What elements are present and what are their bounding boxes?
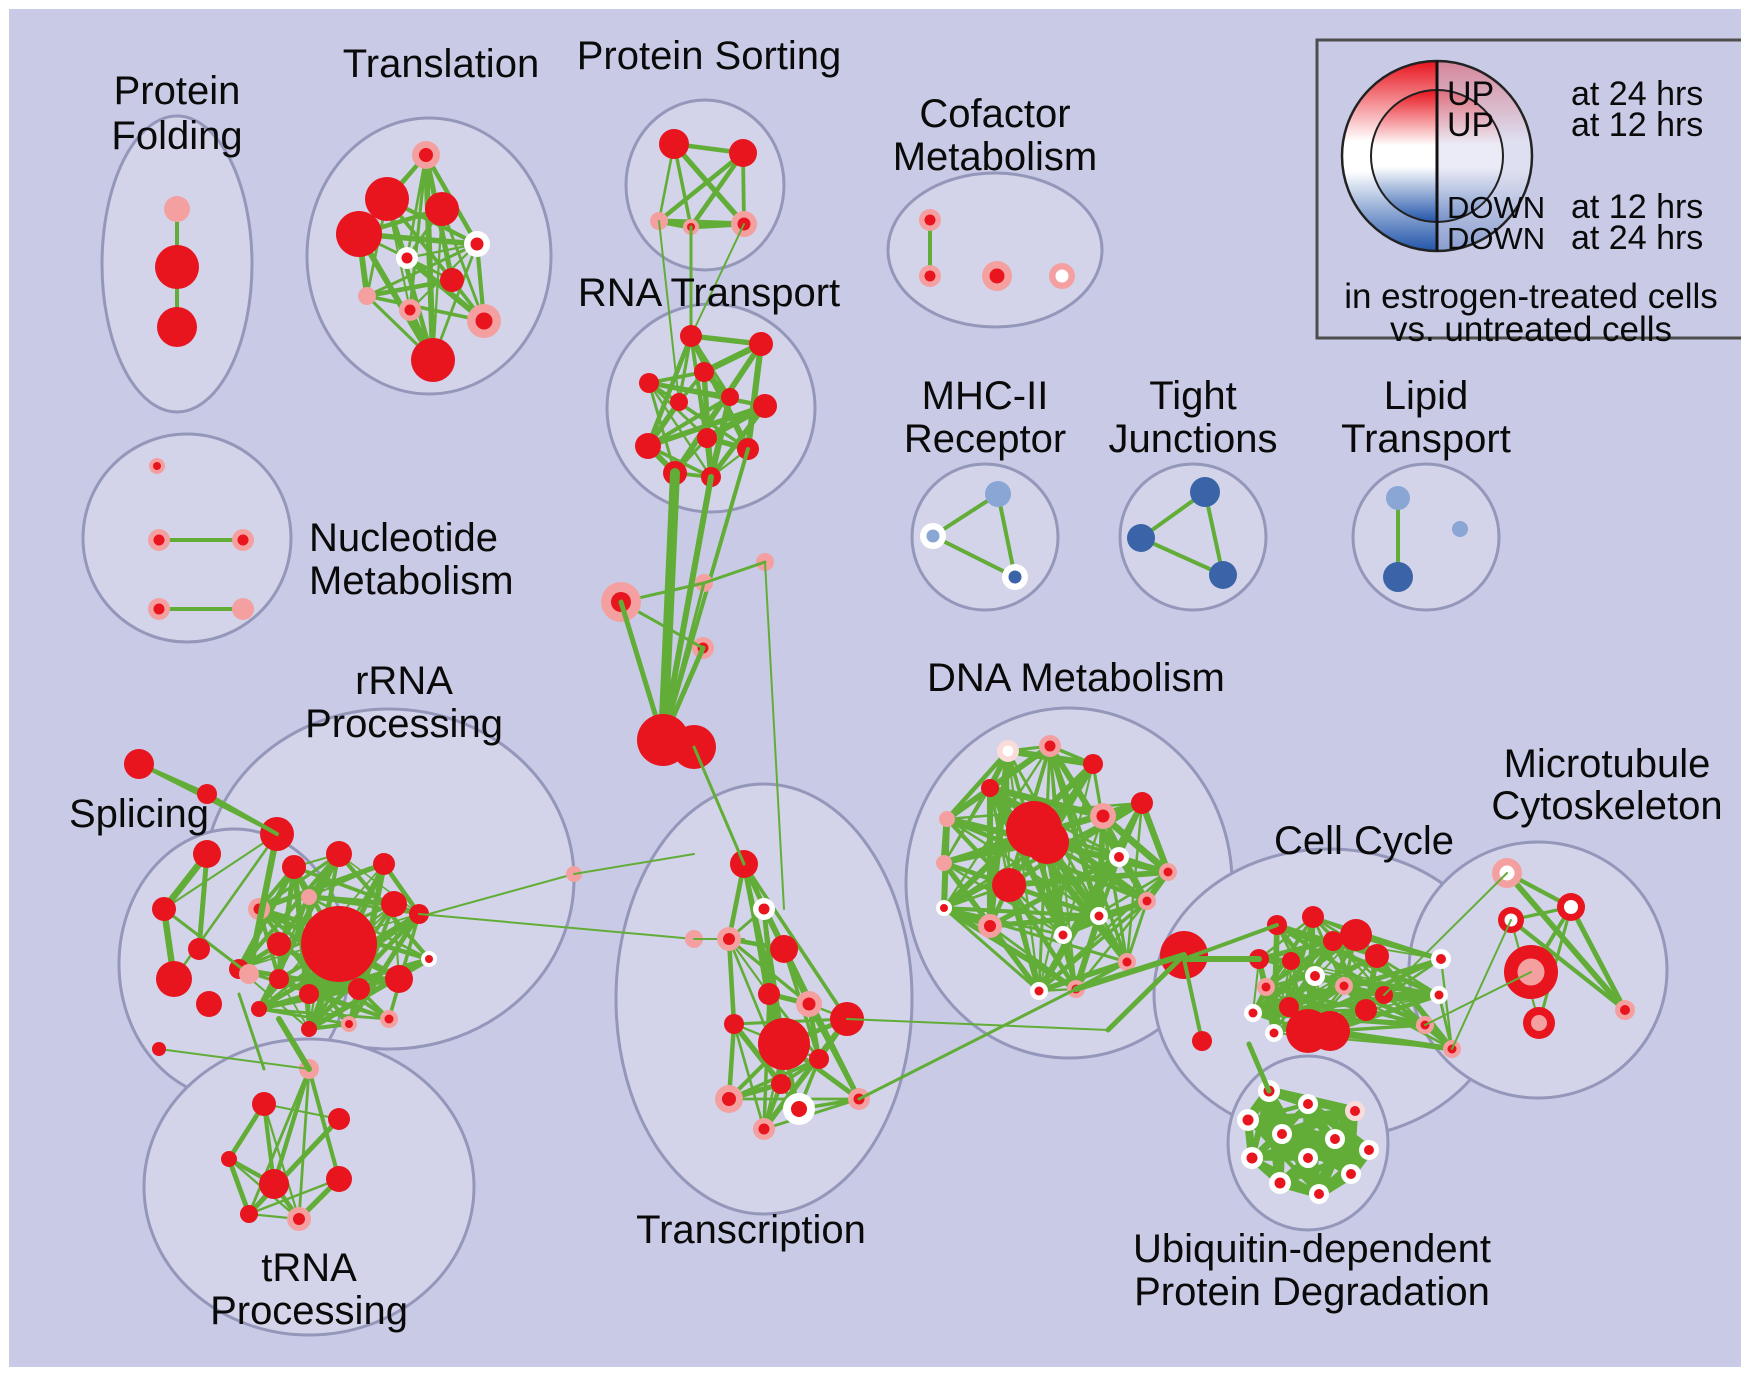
svg-text:Protein Degradation: Protein Degradation: [1134, 1270, 1490, 1314]
svg-text:Receptor: Receptor: [904, 417, 1066, 461]
svg-text:Metabolism: Metabolism: [309, 559, 514, 603]
svg-text:Folding: Folding: [111, 114, 242, 158]
svg-text:at 12 hrs: at 12 hrs: [1571, 106, 1703, 144]
svg-text:Ubiquitin-dependent: Ubiquitin-dependent: [1133, 1227, 1491, 1271]
svg-text:DNA Metabolism: DNA Metabolism: [927, 656, 1225, 700]
svg-text:Splicing: Splicing: [69, 792, 209, 836]
svg-text:Cytoskeleton: Cytoskeleton: [1491, 784, 1722, 828]
svg-text:Translation: Translation: [343, 42, 539, 86]
svg-text:Junctions: Junctions: [1109, 417, 1278, 461]
svg-text:rRNA: rRNA: [355, 659, 453, 703]
svg-text:Tight: Tight: [1149, 374, 1236, 418]
svg-text:DOWN: DOWN: [1447, 221, 1545, 256]
svg-text:MHC-II: MHC-II: [922, 374, 1049, 418]
svg-text:Transcription: Transcription: [636, 1208, 866, 1252]
svg-text:UP: UP: [1447, 106, 1494, 144]
svg-text:Microtubule: Microtubule: [1504, 742, 1711, 786]
svg-text:Cell Cycle: Cell Cycle: [1274, 819, 1454, 863]
svg-text:Metabolism: Metabolism: [893, 135, 1098, 179]
svg-text:Lipid: Lipid: [1384, 374, 1469, 418]
svg-text:Nucleotide: Nucleotide: [309, 516, 498, 560]
svg-text:Processing: Processing: [210, 1289, 408, 1333]
svg-text:Cofactor: Cofactor: [919, 92, 1070, 136]
svg-text:at 24 hrs: at 24 hrs: [1571, 219, 1703, 257]
svg-text:Protein Sorting: Protein Sorting: [577, 34, 842, 78]
svg-text:DOWN: DOWN: [1447, 190, 1545, 225]
svg-text:RNA Transport: RNA Transport: [578, 271, 840, 315]
svg-text:tRNA: tRNA: [261, 1246, 357, 1290]
svg-text:Processing: Processing: [305, 702, 503, 746]
svg-text:Protein: Protein: [114, 69, 241, 113]
svg-text:Transport: Transport: [1341, 417, 1511, 461]
svg-text:vs. untreated cells: vs. untreated cells: [1390, 310, 1672, 349]
